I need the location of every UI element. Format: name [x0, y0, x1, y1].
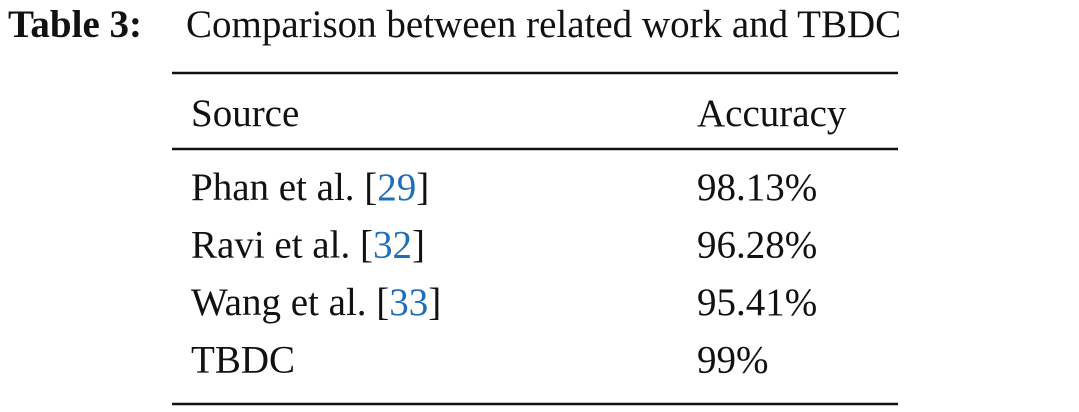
accuracy-cell: 99%	[697, 339, 769, 382]
source-cell: Ravi et al. [32]	[191, 224, 425, 267]
caption-label: Table 3:	[8, 3, 142, 46]
source-cell: TBDC	[191, 339, 295, 382]
accuracy-cell: 96.28%	[697, 224, 817, 267]
table-body: Phan et al. [29] 98.13% Ravi et al. [32] 96…	[191, 166, 817, 382]
header-cell: Source	[191, 92, 299, 135]
source-text: ]	[412, 224, 425, 267]
source-cell: Wang et al. [33]	[191, 281, 441, 324]
source-text: ]	[428, 281, 441, 324]
citation-link: 32	[373, 224, 412, 267]
caption: Table 3: Comparison between related work …	[8, 3, 901, 46]
source-text: Wang et al. [	[191, 281, 389, 324]
citation-link: 33	[389, 281, 428, 324]
source-text: ]	[416, 166, 429, 209]
citation-link: 29	[377, 166, 416, 209]
accuracy-cell: 95.41%	[697, 281, 817, 324]
caption-text: Comparison between related work and TBDC	[186, 3, 901, 46]
accuracy-cell: 98.13%	[697, 166, 817, 209]
source-text: TBDC	[191, 339, 295, 382]
source-cell: Phan et al. [29]	[191, 166, 429, 209]
source-text: Phan et al. [	[191, 166, 377, 209]
source-text: Ravi et al. [	[191, 224, 373, 267]
header-cell: Accuracy	[697, 92, 847, 135]
